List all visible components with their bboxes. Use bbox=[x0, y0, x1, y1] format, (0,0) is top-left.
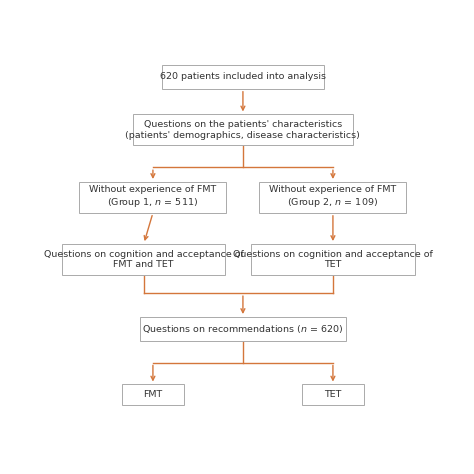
FancyBboxPatch shape bbox=[162, 65, 324, 89]
Text: Questions on cognition and acceptance of
TET: Questions on cognition and acceptance of… bbox=[233, 250, 433, 269]
Text: FMT: FMT bbox=[143, 390, 163, 399]
FancyBboxPatch shape bbox=[80, 182, 227, 213]
FancyBboxPatch shape bbox=[301, 384, 364, 404]
Text: Questions on recommendations ($n$ = 620): Questions on recommendations ($n$ = 620) bbox=[142, 323, 344, 335]
FancyBboxPatch shape bbox=[133, 114, 353, 146]
FancyBboxPatch shape bbox=[140, 317, 346, 341]
FancyBboxPatch shape bbox=[251, 244, 415, 275]
FancyBboxPatch shape bbox=[62, 244, 226, 275]
Text: Without experience of FMT
(Group 2, $n$ = 109): Without experience of FMT (Group 2, $n$ … bbox=[269, 185, 397, 210]
Text: Questions on the patients' characteristics
(patients' demographics, disease char: Questions on the patients' characteristi… bbox=[126, 120, 360, 139]
Text: Questions on cognition and acceptance of
FMT and TET: Questions on cognition and acceptance of… bbox=[44, 250, 244, 269]
FancyBboxPatch shape bbox=[259, 182, 406, 213]
Text: TET: TET bbox=[324, 390, 342, 399]
Text: 620 patients included into analysis: 620 patients included into analysis bbox=[160, 73, 326, 82]
FancyBboxPatch shape bbox=[122, 384, 184, 404]
Text: Without experience of FMT
(Group 1, $n$ = 511): Without experience of FMT (Group 1, $n$ … bbox=[89, 185, 217, 210]
